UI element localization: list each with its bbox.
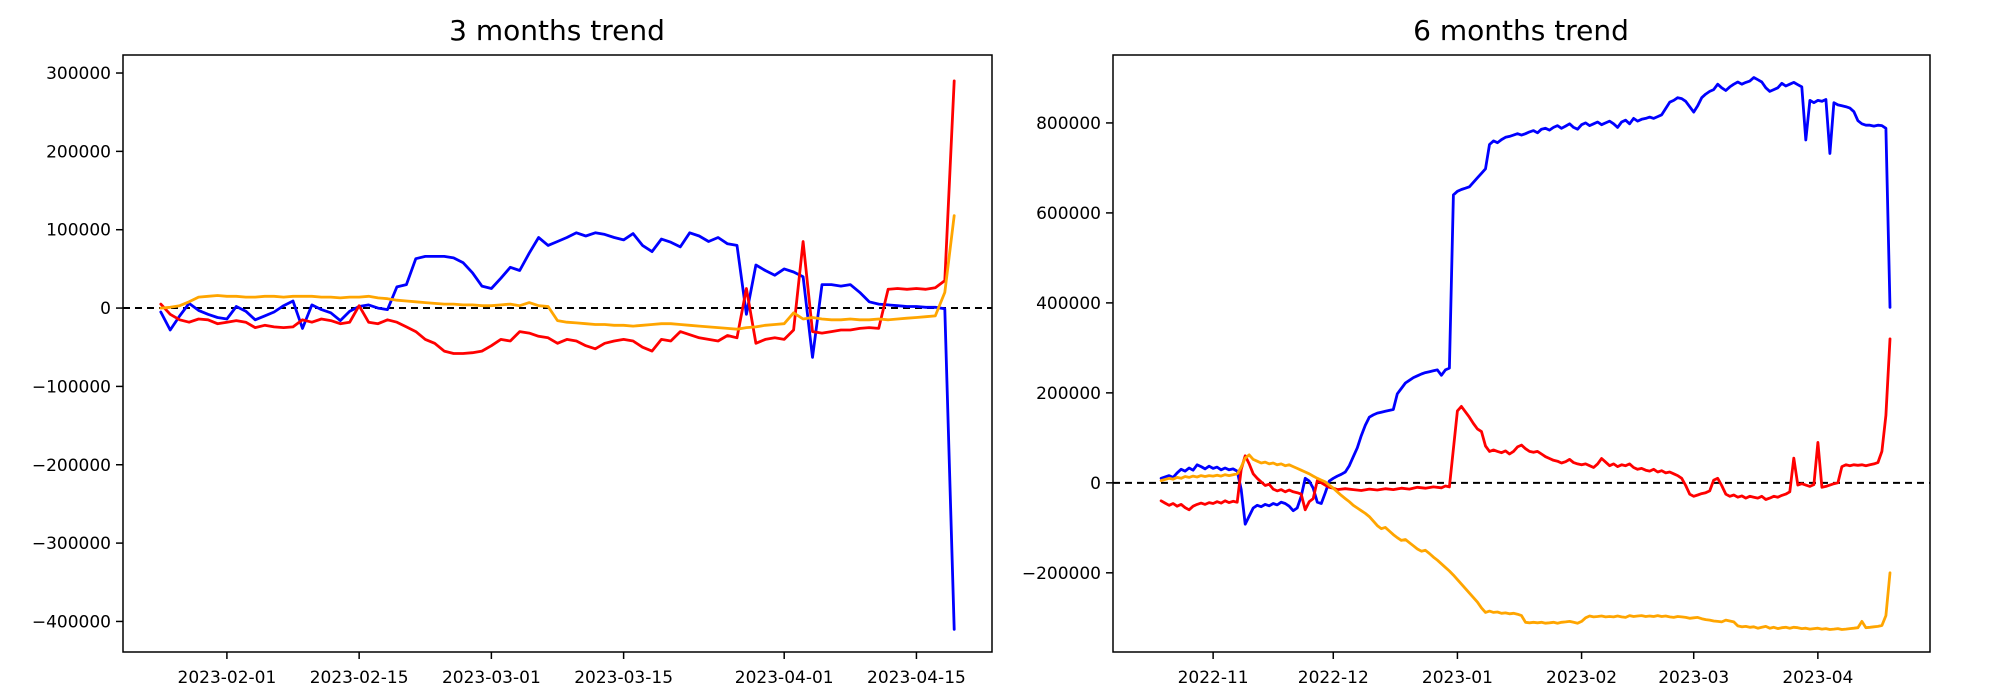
- y-tick-label: −100000: [32, 377, 111, 397]
- x-tick-label: 2023-04-01: [735, 668, 834, 688]
- three-months-trend-chart: 300000 200000 100000 0 −100000 −200000 −300000…: [32, 54, 993, 688]
- red-series-line: [159, 79, 956, 355]
- y-tick-label: 600000: [1036, 204, 1101, 224]
- x-tick-label: 2023-04-15: [867, 668, 966, 688]
- axes-frame: [122, 54, 993, 653]
- x-tick-label: 2023-03: [1658, 668, 1729, 688]
- y-tick-label: 200000: [1036, 384, 1101, 404]
- y-tick-label: −400000: [32, 612, 111, 632]
- y-tick-label: 200000: [46, 142, 111, 162]
- x-tick-label: 2023-01: [1422, 668, 1493, 688]
- x-tick-label: 2023-04: [1782, 668, 1853, 688]
- x-tick-label: 2023-02: [1546, 668, 1617, 688]
- y-tick-label: −200000: [32, 456, 111, 476]
- y-tick-label: −200000: [1022, 564, 1101, 584]
- y-tick-label: 0: [1090, 474, 1101, 494]
- y-tick-label: 0: [100, 299, 111, 319]
- right-chart-title: 6 months trend: [1413, 14, 1629, 47]
- x-tick-label: 2023-03-01: [442, 668, 541, 688]
- x-tick-label: 2023-03-15: [574, 668, 673, 688]
- six-months-trend-chart: 800000 600000 400000 200000 0 −200000 2022-11 2…: [1022, 54, 1931, 688]
- y-tick-label: −300000: [32, 534, 111, 554]
- blue-series-line: [1159, 76, 1892, 526]
- x-tick-label: 2023-02-15: [310, 668, 409, 688]
- x-tick-label: 2022-11: [1178, 668, 1249, 688]
- orange-series-line: [159, 214, 956, 331]
- left-chart-title: 3 months trend: [449, 14, 665, 47]
- orange-series-line: [1159, 453, 1892, 631]
- y-tick-label: 400000: [1036, 294, 1101, 314]
- y-tick-label: 800000: [1036, 114, 1101, 134]
- y-tick-label: 300000: [46, 64, 111, 84]
- blue-series-line: [159, 231, 956, 631]
- x-tick-label: 2022-12: [1298, 668, 1369, 688]
- axes-frame: [1112, 54, 1931, 653]
- y-tick-label: 100000: [46, 221, 111, 241]
- x-tick-label: 2023-02-01: [178, 668, 277, 688]
- red-series-line: [1159, 337, 1892, 512]
